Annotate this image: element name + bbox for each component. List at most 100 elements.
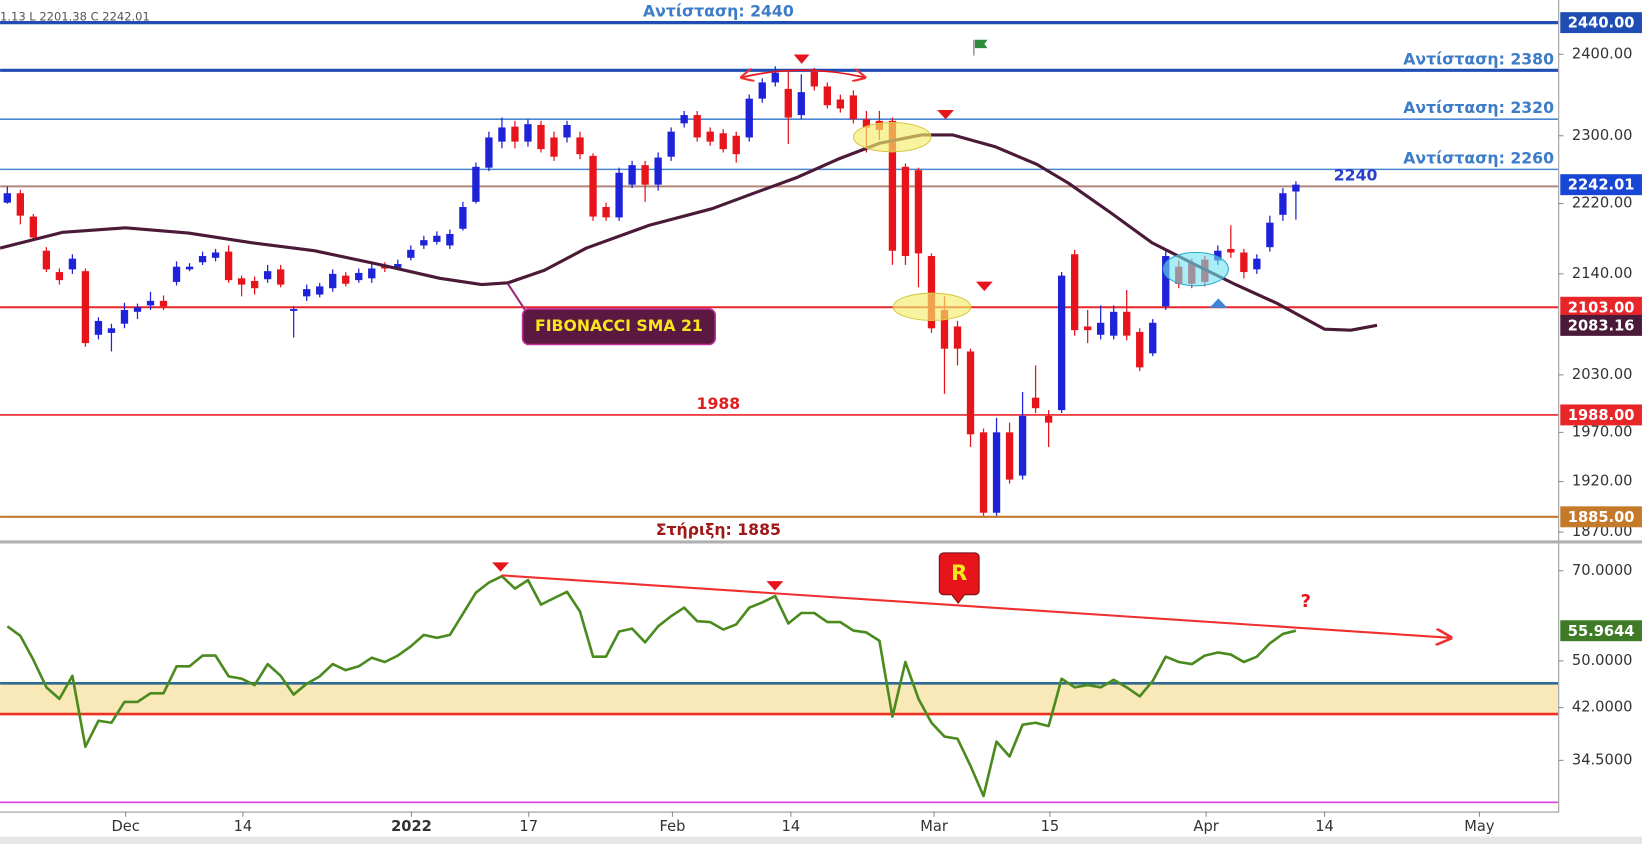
candle-body [797,92,805,116]
candle-body [1018,415,1027,476]
annotations: FIBONACCI SMA 21 R ? [492,39,1311,612]
y-tick-label: 2220.00 [1572,195,1633,212]
candle-body [407,249,415,258]
candle-body [368,268,376,279]
candle-body [81,271,90,344]
candle-body [1044,415,1053,423]
candle-body [667,131,675,157]
candle-body [524,124,532,142]
candle-body [224,251,233,281]
candle-body [992,432,1001,513]
candle-body [355,272,363,281]
x-tick-label: Apr [1193,818,1219,835]
price-badge-label: 2103.00 [1568,299,1635,316]
price-badge [1560,174,1642,196]
candle-body [1149,322,1157,354]
level-label: 2240 [1334,165,1378,184]
candle-body [576,137,584,155]
x-tick-label: 15 [1041,818,1060,835]
candle-body [1097,322,1105,335]
indicator-pane [0,574,1559,804]
candle-body [758,82,766,99]
candle-body [628,165,636,185]
highlight-ellipse [892,292,972,321]
y-tick-label: 2300.00 [1572,127,1633,144]
candle-body [680,115,688,124]
price-badge [1560,506,1642,528]
x-tick-label: 14 [1315,818,1334,835]
y-tick-label: 34.5000 [1572,751,1633,768]
x-tick-label: Feb [659,818,685,835]
level-label: Στήριξη: 1885 [656,520,781,539]
y-tick-label: 2030.00 [1572,366,1633,383]
candle-body [1057,275,1066,411]
candle-body [250,281,259,289]
candle-body [237,278,246,285]
y-tick-label: 50.0000 [1572,652,1633,669]
x-tick-label: 14 [234,818,253,835]
price-badge-label: 2242.01 [1568,177,1635,194]
sma-label: FIBONACCI SMA 21 [535,316,703,335]
down-arrow [793,54,810,64]
candle-body [29,216,38,238]
x-tick-label: 17 [519,818,538,835]
down-arrow [975,281,993,292]
y-tick-label: 70.0000 [1572,562,1633,579]
candle-body [511,126,519,142]
x-tick-label: May [1464,818,1495,835]
signal-badge [938,552,980,605]
candle-body [745,98,753,138]
candle-body [3,193,11,203]
down-arrow [937,109,954,120]
candle-body [953,326,962,349]
candle-body [914,170,923,254]
x-tick-label: 2022 [391,818,432,835]
candle-body [550,137,558,157]
candle-body [1292,184,1300,192]
candle-body [263,271,272,280]
trend-line [501,574,1451,637]
candle-body [1005,432,1014,480]
candle-body [1123,311,1131,336]
price-badge-label: 55.9644 [1568,623,1635,640]
candle-body [901,166,910,257]
candle-body [107,328,116,333]
candle-body [1070,254,1079,331]
candle-body [185,266,194,270]
candle-body [68,258,77,270]
candle-body [459,207,467,229]
candle-body [940,309,949,349]
up-arrow [1209,298,1228,308]
x-tick-label: Dec [111,818,139,835]
price-badge [1560,12,1642,34]
zone [0,683,1559,715]
y-tick-label: 1870.00 [1572,523,1633,540]
candle-body [420,240,428,246]
candle-body [1266,222,1274,248]
candle-body [472,166,480,202]
price-badge [1560,314,1642,336]
candle-body [1031,397,1040,409]
level-label: Αντίσταση: 2260 [1403,148,1554,167]
candle-body [394,264,402,268]
candle-body [485,137,493,168]
candle-body [1227,248,1235,253]
bottom-bar [0,836,1642,844]
price-badge-label: 2440.00 [1568,15,1635,32]
x-tick-label: Mar [920,818,949,835]
candle-body [120,309,129,324]
axes: 2400.00 2300.00 2220.00 2140.00 2030.00 1970.… [111,2,1642,835]
candle-body [719,133,727,150]
candle-body [849,95,858,120]
y-tick-label: 1920.00 [1572,473,1633,490]
candle-body [55,272,64,281]
candle-body [1136,331,1144,368]
price-badge [1560,296,1642,318]
price-badge-label: 1885.00 [1568,509,1635,526]
candle-body [433,235,441,242]
candle-body [211,252,220,258]
candle-body [1083,326,1092,331]
candle-body [836,99,845,109]
